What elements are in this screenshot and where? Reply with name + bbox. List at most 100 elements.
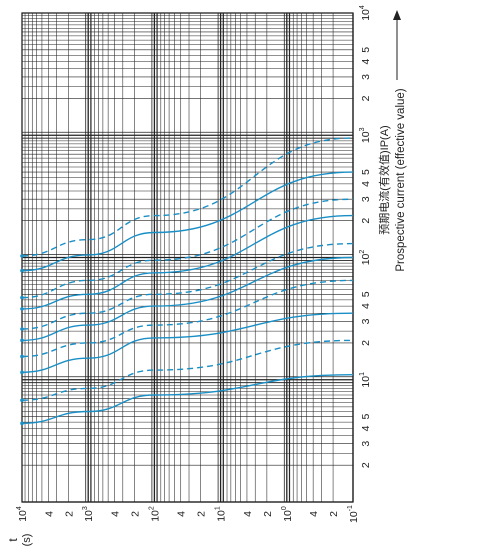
current-tick: 101 bbox=[359, 372, 372, 388]
curve-1-start bbox=[20, 421, 24, 426]
current-tick-label: 4 bbox=[360, 303, 372, 309]
current-tick-label: 3 bbox=[360, 196, 372, 202]
current-tick: 3 bbox=[360, 318, 372, 324]
curve-7-start bbox=[20, 307, 24, 311]
time-tick-exponent: 4 bbox=[16, 506, 23, 510]
current-tick-label: 4 bbox=[360, 59, 372, 65]
current-tick: 2 bbox=[360, 340, 372, 346]
time-tick-label: 4 bbox=[43, 511, 55, 517]
current-tick-exponent: 1 bbox=[359, 372, 366, 376]
time-tick-label: 2 bbox=[196, 511, 208, 517]
current-tick: 104 bbox=[359, 5, 372, 21]
current-tick: 5 bbox=[360, 47, 372, 53]
current-tick-label: 101 bbox=[359, 372, 372, 388]
current-tick: 4 bbox=[360, 303, 372, 309]
curve-8-start bbox=[20, 295, 24, 300]
current-tick: 4 bbox=[360, 59, 372, 65]
current-tick-label: 3 bbox=[360, 74, 372, 80]
time-tick-label: 2 bbox=[328, 511, 340, 517]
current-tick: 2 bbox=[360, 218, 372, 224]
time-tick-label: 4 bbox=[242, 511, 254, 517]
time-tick-label: 2 bbox=[262, 511, 274, 517]
current-axis-arrowhead bbox=[393, 10, 401, 20]
time-axis-variable: t bbox=[6, 538, 20, 542]
current-tick: 4 bbox=[360, 425, 372, 431]
time-tick: 2 bbox=[130, 511, 142, 517]
curves bbox=[20, 137, 354, 426]
current-tick: 3 bbox=[360, 441, 372, 447]
time-tick-label: 103 bbox=[82, 506, 95, 522]
time-tick-label: 4 bbox=[176, 511, 188, 517]
curve-3 bbox=[21, 312, 354, 373]
curve-10 bbox=[21, 137, 354, 257]
curve-9-start bbox=[20, 268, 24, 273]
time-tick: 101 bbox=[215, 506, 228, 522]
current-tick-label: 102 bbox=[359, 250, 372, 266]
time-tick-label: 100 bbox=[281, 506, 294, 522]
current-tick: 4 bbox=[360, 181, 372, 187]
time-tick-label: 101 bbox=[215, 506, 228, 522]
time-tick: 2 bbox=[196, 511, 208, 517]
time-tick-label: 104 bbox=[16, 506, 29, 522]
current-tick-labels: 2 3 4 5 101 2 3 4 5 102 2 3 4 5 103 2 3 4 5 104 bbox=[359, 5, 372, 468]
current-tick-label: 5 bbox=[360, 414, 372, 420]
current-tick-exponent: 3 bbox=[359, 127, 366, 131]
current-tick-label: 4 bbox=[360, 181, 372, 187]
curve-3-start bbox=[20, 370, 24, 375]
current-tick: 5 bbox=[360, 291, 372, 297]
time-tick: 100 bbox=[281, 506, 294, 522]
curve-8 bbox=[21, 198, 354, 299]
current-tick-label: 2 bbox=[360, 462, 372, 468]
current-tick: 5 bbox=[360, 169, 372, 175]
curve-10-start bbox=[20, 254, 24, 258]
curve-9 bbox=[21, 171, 354, 272]
current-tick-label: 5 bbox=[360, 169, 372, 175]
current-axis-label-cn: 预期电流(有效值)IP(A) bbox=[377, 125, 391, 234]
current-tick-exponent: 4 bbox=[359, 5, 366, 9]
current-axis-label-en: Prospective current (effective value) bbox=[395, 88, 407, 271]
time-tick: 2 bbox=[328, 511, 340, 517]
time-tick-label: 4 bbox=[110, 511, 122, 517]
current-tick-label: 3 bbox=[360, 441, 372, 447]
current-tick: 2 bbox=[360, 462, 372, 468]
time-tick: 104 bbox=[16, 506, 29, 522]
curve-2 bbox=[21, 339, 354, 401]
curve-5-start bbox=[20, 338, 24, 343]
time-tick-label: 4 bbox=[308, 511, 320, 517]
time-tick-label: 10-1 bbox=[347, 505, 360, 523]
current-tick: 103 bbox=[359, 127, 372, 143]
curve-4-start bbox=[20, 354, 24, 359]
curve-7 bbox=[21, 214, 354, 310]
time-tick-exponent: 0 bbox=[281, 506, 288, 510]
time-tick-exponent: 1 bbox=[215, 506, 222, 510]
time-tick: 102 bbox=[148, 506, 161, 522]
time-tick-exponent: -1 bbox=[347, 505, 354, 511]
current-tick-label: 3 bbox=[360, 318, 372, 324]
time-axis-unit: (s) bbox=[21, 534, 33, 547]
time-tick: 4 bbox=[176, 511, 188, 517]
current-tick-label: 5 bbox=[360, 291, 372, 297]
current-tick-label: 2 bbox=[360, 95, 372, 101]
current-tick: 3 bbox=[360, 74, 372, 80]
time-tick: 4 bbox=[242, 511, 254, 517]
current-tick: 5 bbox=[360, 414, 372, 420]
time-tick: 2 bbox=[63, 511, 75, 517]
current-tick-label: 4 bbox=[360, 425, 372, 431]
current-tick-label: 104 bbox=[359, 5, 372, 21]
current-tick-label: 2 bbox=[360, 218, 372, 224]
curve-2-start bbox=[20, 398, 24, 403]
current-tick-label: 103 bbox=[359, 127, 372, 143]
current-tick: 102 bbox=[359, 250, 372, 266]
time-tick: 103 bbox=[82, 506, 95, 522]
axis-labels: 预期电流(有效值)IP(A) Prospective current (effe… bbox=[6, 10, 407, 546]
curve-5 bbox=[21, 256, 354, 342]
curve-1 bbox=[21, 374, 354, 424]
time-tick: 2 bbox=[262, 511, 274, 517]
curve-4 bbox=[21, 279, 354, 358]
current-tick: 3 bbox=[360, 196, 372, 202]
current-tick-label: 5 bbox=[360, 47, 372, 53]
time-tick: 4 bbox=[110, 511, 122, 517]
